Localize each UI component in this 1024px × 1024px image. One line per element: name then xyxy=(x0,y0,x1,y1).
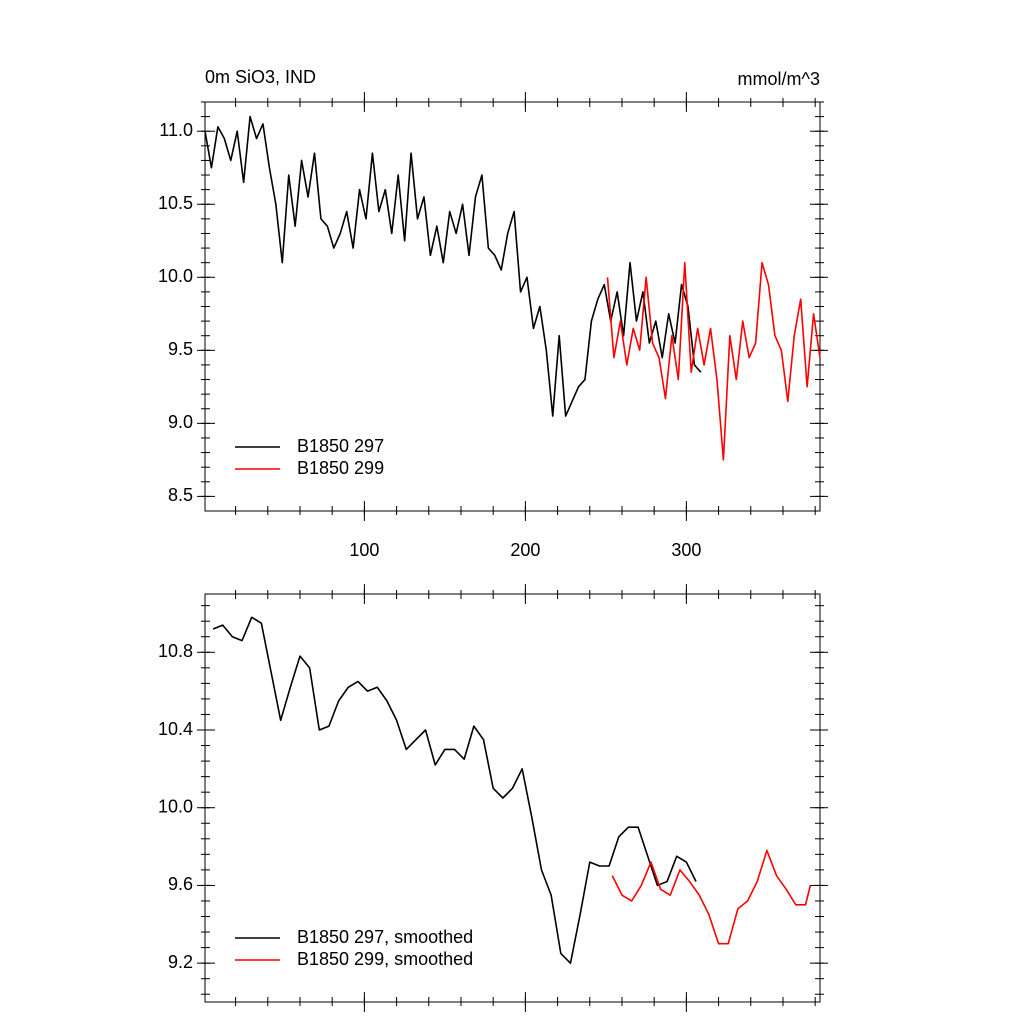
y-tick-label: 10.4 xyxy=(158,719,193,739)
x-tick-label: 100 xyxy=(349,540,379,560)
legend-label: B1850 297, smoothed xyxy=(297,927,473,947)
y-tick-label: 10.8 xyxy=(158,641,193,661)
units-label: mmol/m^3 xyxy=(738,69,820,89)
y-tick-label: 9.2 xyxy=(168,952,193,972)
x-tick-label: 300 xyxy=(671,540,701,560)
series-line xyxy=(611,849,812,945)
y-tick-label: 9.5 xyxy=(168,339,193,359)
y-tick-label: 10.0 xyxy=(158,796,193,816)
y-tick-label: 8.5 xyxy=(168,485,193,505)
series-line xyxy=(606,261,821,461)
legend-label: B1850 297 xyxy=(297,436,384,456)
series-line xyxy=(204,115,702,417)
plot-frame xyxy=(204,593,821,1003)
y-tick-label: 9.0 xyxy=(168,412,193,432)
y-tick-label: 9.6 xyxy=(168,874,193,894)
series-line xyxy=(212,616,697,964)
x-tick-label: 200 xyxy=(510,540,540,560)
legend-label: B1850 299, smoothed xyxy=(297,949,473,969)
chart-title: 0m SiO3, IND xyxy=(205,67,316,87)
legend-label: B1850 299 xyxy=(297,458,384,478)
y-tick-label: 10.0 xyxy=(158,266,193,286)
y-tick-label: 10.5 xyxy=(158,193,193,213)
y-tick-label: 11.0 xyxy=(159,120,193,140)
